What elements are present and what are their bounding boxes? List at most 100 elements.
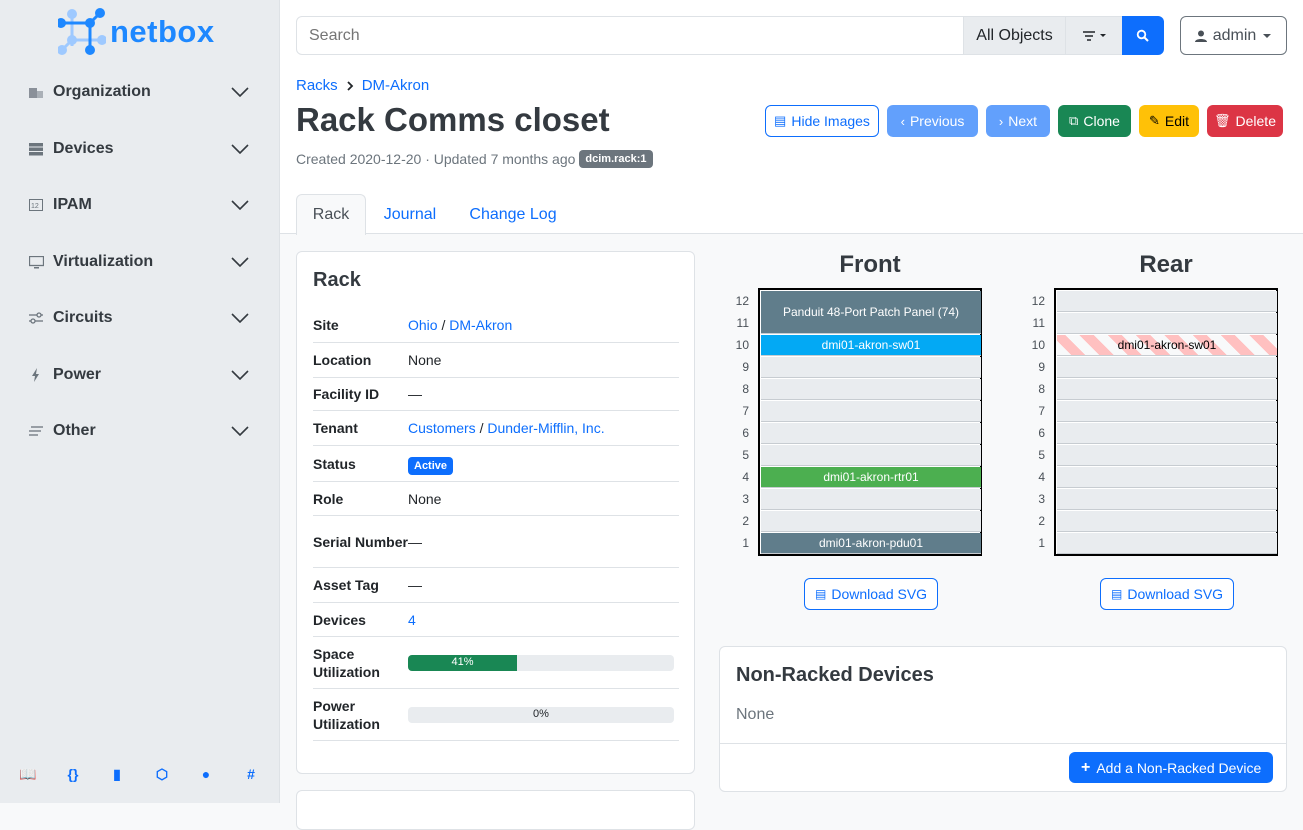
sidebar-item-label: IPAM [53,196,92,213]
rack-unit-slot[interactable] [1057,511,1277,532]
rack-unit-slot[interactable] [761,511,981,532]
field-label: Asset Tag [313,577,379,593]
rack-device[interactable]: dmi01-akron-pdu01 [761,533,981,554]
username: admin [1212,26,1257,44]
rack-unit-slot[interactable] [761,401,981,422]
rear-download-svg-button[interactable]: ▤ Download SVG [1100,578,1235,610]
file-download-icon: ▤ [1111,587,1123,601]
rack-unit-slot[interactable] [1057,423,1277,444]
sidebar: netbox Organization Devices 12 IPAM Virtuali… [0,0,280,803]
rack-unit-slot[interactable] [1057,467,1277,488]
rack-unit-slot[interactable] [761,489,981,510]
tenant-parent-link[interactable]: Customers [408,420,476,436]
unit-number: 4 [742,470,749,484]
tab-rack[interactable]: Rack [296,194,366,235]
user-icon [1194,30,1207,42]
monitor-icon [28,255,44,269]
field-row-site: Site Ohio / DM-Akron [313,308,679,343]
chevron-down-icon [231,257,249,267]
sidebar-item-virtualization[interactable]: Virtualization [0,242,279,282]
rear-elevation-title: Rear [1139,251,1193,278]
front-elevation-title: Front [839,251,901,278]
rack-device[interactable]: Panduit 48-Port Patch Panel (74) [761,291,981,334]
button-label: Clone [1083,113,1120,129]
rack-device[interactable]: dmi01-akron-sw01 [1057,335,1277,356]
unit-number: 7 [742,404,749,418]
github-icon[interactable]: ● [201,766,211,782]
field-label: Location [313,352,372,368]
rack-unit-slot[interactable] [1057,291,1277,312]
page-title: Rack Comms closet [296,101,610,138]
sidebar-item-devices[interactable]: Devices [0,129,279,169]
unit-number: 9 [1038,360,1045,374]
slack-icon[interactable]: # [247,766,255,782]
unit-number: 3 [1038,492,1045,506]
rack-device[interactable]: dmi01-akron-rtr01 [761,467,981,488]
edit-button[interactable]: ✎ Edit [1139,105,1199,137]
sidebar-item-circuits[interactable]: Circuits [0,298,279,338]
rack-unit-slot[interactable] [1057,445,1277,466]
clone-button[interactable]: ⧉ Clone [1058,105,1131,137]
search-input[interactable] [296,16,964,55]
rack-unit-slot[interactable] [761,357,981,378]
delete-button[interactable]: 🗑 Delete [1207,105,1283,137]
filter-icon [1083,30,1106,41]
file-download-icon: ▤ [815,587,827,601]
search-button[interactable] [1122,16,1164,55]
serial-value: — [408,533,422,550]
filter-button[interactable] [1065,16,1123,55]
unit-number: 10 [735,338,749,352]
netbox-logo[interactable]: netbox [58,8,215,56]
role-value: None [408,490,442,507]
rack-device[interactable]: dmi01-akron-sw01 [761,335,981,356]
unit-number: 1 [742,536,749,550]
progress-text: 41% [451,655,474,668]
breadcrumb-racks[interactable]: Racks [296,77,338,94]
rack-unit-slot[interactable] [1057,401,1277,422]
rack-unit-slot[interactable] [1057,533,1277,554]
next-button[interactable]: › Next [986,105,1050,137]
rack-unit-slot[interactable] [761,379,981,400]
rack-unit-slot[interactable] [1057,357,1277,378]
previous-button[interactable]: ‹ Previous [887,105,978,137]
bookmark-icon[interactable]: ▮ [113,766,121,782]
breadcrumb-site[interactable]: DM-Akron [361,77,430,94]
unit-number: 8 [1038,382,1045,396]
field-row-role: Role None [313,482,679,516]
button-label: Hide Images [791,113,870,129]
sidebar-item-power[interactable]: Power [0,355,279,395]
front-rack-elevation: Panduit 48-Port Patch Panel (74) dmi01-ak… [758,288,982,556]
site-parent-link[interactable]: Ohio [408,317,438,333]
book-icon[interactable]: 📖 [19,766,37,782]
rack-unit-slot[interactable] [1057,489,1277,510]
tenant-link[interactable]: Dunder-Mifflin, Inc. [487,420,605,436]
hide-images-button[interactable]: ▤ Hide Images [765,105,879,137]
separator: / [475,420,488,436]
add-non-racked-device-button[interactable]: + Add a Non-Racked Device [1069,752,1274,783]
site-link[interactable]: DM-Akron [449,317,513,333]
space-utilization-bar: 41% [408,654,674,671]
button-label: Previous [909,113,965,129]
sidebar-item-other[interactable]: Other [0,411,279,451]
user-menu[interactable]: admin [1180,16,1287,55]
graphql-icon[interactable]: ⬡ [155,766,169,782]
tab-journal[interactable]: Journal [383,205,437,223]
api-braces-icon[interactable]: {} [67,766,79,782]
sidebar-item-organization[interactable]: Organization [0,72,279,112]
rack-unit-slot[interactable] [1057,379,1277,400]
devices-count-link[interactable]: 4 [408,611,416,628]
chevron-down-icon [231,144,249,154]
rack-unit-slot[interactable] [761,423,981,444]
sidebar-item-ipam[interactable]: 12 IPAM [0,185,279,225]
chevron-down-icon [231,426,249,436]
search-icon [1136,29,1149,42]
rack-unit-slot[interactable] [1057,313,1277,334]
front-download-svg-button[interactable]: ▤ Download SVG [804,578,939,610]
location-value: None [408,352,442,368]
tab-change-log[interactable]: Change Log [469,205,557,223]
unit-number: 6 [1038,426,1045,440]
counter-icon: 12 [28,198,44,212]
rack-unit-slot[interactable] [761,445,981,466]
object-type-select[interactable]: All Objects [963,16,1066,55]
server-icon [28,142,44,156]
